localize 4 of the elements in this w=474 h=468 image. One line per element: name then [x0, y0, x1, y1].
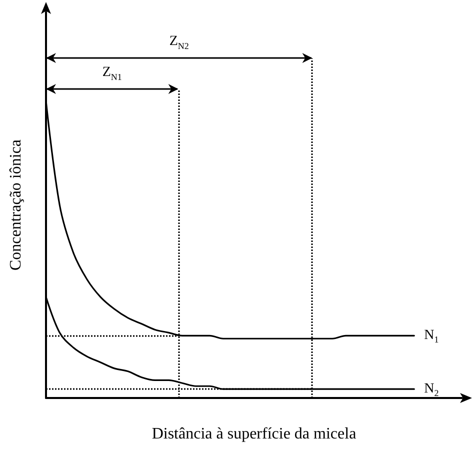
x-axis-title: Distância à superfície da micela — [152, 426, 356, 442]
text: Z$_{N1}$ — [102, 65, 122, 84]
text: Z$_{N2}$ — [169, 34, 189, 54]
y-axis-title: Concentração iônica — [8, 139, 24, 271]
